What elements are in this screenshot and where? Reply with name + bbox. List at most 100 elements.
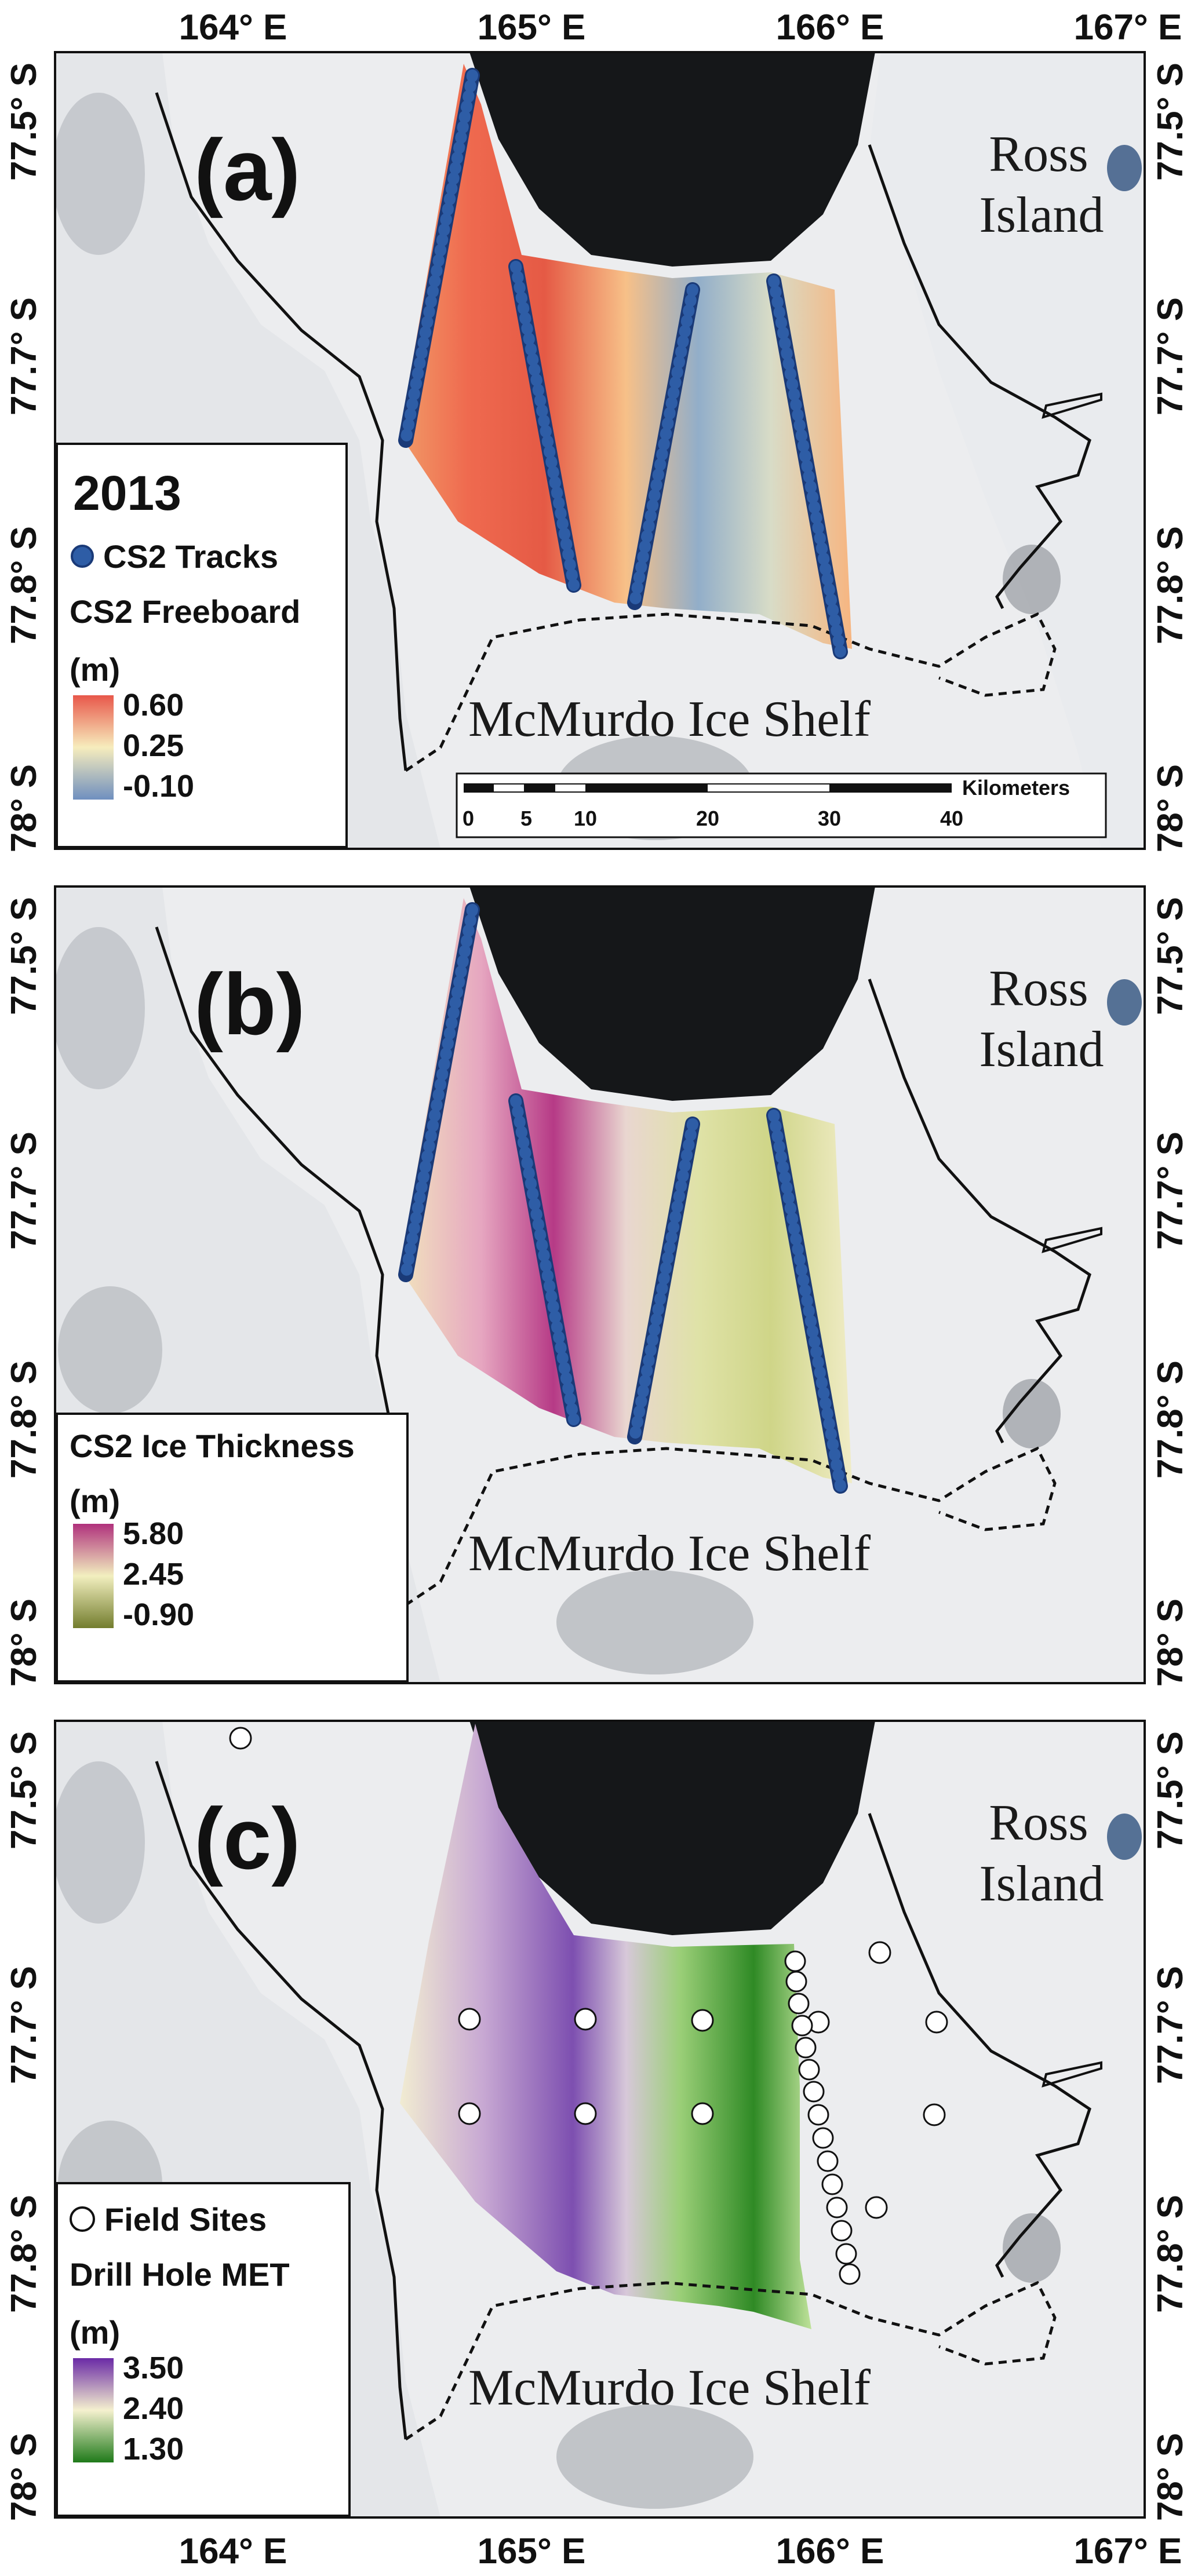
scale-tick-30: 30 xyxy=(818,807,841,830)
bottom-lon-axis: 164° E 165° E 166° E 167° E xyxy=(179,2531,1182,2571)
lat-label-77-8: 77.8° S xyxy=(1150,526,1190,644)
lat-label-77-7: 77.7° S xyxy=(1150,1132,1190,1250)
legend-tick-mid: 2.40 xyxy=(123,2391,184,2426)
place-island: Island xyxy=(979,1856,1104,1912)
field-site xyxy=(812,2127,834,2149)
field-site xyxy=(574,2102,597,2125)
field-site xyxy=(798,2059,820,2081)
panel-label: (a) xyxy=(194,121,300,218)
legend-unit: (m) xyxy=(70,2314,120,2351)
lat-label-78: 78° S xyxy=(1150,1599,1190,1687)
lat-label-78: 78° S xyxy=(4,2433,44,2521)
lon-label-165: 165° E xyxy=(478,2531,586,2571)
lon-label-167: 167° E xyxy=(1074,8,1182,48)
lat-label-77-7: 77.7° S xyxy=(4,1132,44,1250)
legend-tick-mid: 2.45 xyxy=(123,1557,184,1592)
lat-axis-right: 77.5° S 77.7° S 77.8° S 78° S xyxy=(1150,63,1190,852)
open-water xyxy=(469,52,875,267)
lat-label-77-5: 77.5° S xyxy=(1150,1731,1190,1849)
scale-tick-40: 40 xyxy=(940,807,963,830)
lat-label-77-5: 77.5° S xyxy=(1150,63,1190,181)
field-site-symbol xyxy=(70,2206,95,2232)
lat-label-77-5: 77.5° S xyxy=(4,1731,44,1849)
scale-bar: 0 5 10 20 30 40 Kilometers xyxy=(456,772,1107,838)
place-island: Island xyxy=(979,187,1104,243)
field-site xyxy=(835,2243,857,2265)
field-site-points xyxy=(229,1727,948,2285)
panel-label: (b) xyxy=(194,955,305,1053)
lon-label-165: 165° E xyxy=(478,8,586,48)
legend-title: Drill Hole MET xyxy=(70,2256,290,2293)
legend-colorbar xyxy=(73,695,114,800)
thickness-surface xyxy=(400,898,852,1483)
legend-colorbar xyxy=(73,1524,114,1628)
legend-colorbar xyxy=(73,2358,114,2462)
cs2-track-points xyxy=(398,68,848,659)
place-island: Island xyxy=(979,1021,1104,1078)
field-site xyxy=(807,2104,829,2126)
place-mcmurdo: McMurdo Ice Shelf xyxy=(468,691,871,747)
legend-symbol-label: Field Sites xyxy=(104,2201,267,2238)
lat-label-77-8: 77.8° S xyxy=(1150,2195,1190,2313)
field-site xyxy=(458,2008,481,2031)
field-site xyxy=(831,2220,853,2242)
lon-label-164: 164° E xyxy=(179,2531,287,2571)
legend-title: CS2 Ice Thickness xyxy=(70,1428,355,1464)
legend: Field Sites Drill Hole MET (m) 3.50 2.40… xyxy=(56,2182,351,2517)
cs2-track-points xyxy=(398,902,848,1494)
lat-label-77-5: 77.5° S xyxy=(4,897,44,1015)
scale-tick-10: 10 xyxy=(574,807,597,830)
legend-year: 2013 xyxy=(73,466,181,520)
legend-tick-low: -0.90 xyxy=(123,1597,194,1632)
lat-label-77-5: 77.5° S xyxy=(4,63,44,181)
panel-frame xyxy=(54,51,1146,850)
place-ross: Ross xyxy=(989,961,1088,1017)
field-site xyxy=(795,2037,817,2059)
panel-c: 77.5° S 77.7° S 77.8° S 78° S 77.5° S 77… xyxy=(4,1720,1190,2521)
scale-tick-5: 5 xyxy=(520,807,532,830)
field-site xyxy=(865,2196,888,2219)
lat-axis-right: 77.5° S 77.7° S 77.8° S 78° S xyxy=(1150,1731,1190,2521)
legend-unit: (m) xyxy=(70,1483,120,1519)
scale-tick-0: 0 xyxy=(463,807,474,830)
lat-label-78: 78° S xyxy=(1150,764,1190,852)
lat-label-77-8: 77.8° S xyxy=(4,526,44,644)
field-site xyxy=(826,2196,848,2219)
lat-label-77-8: 77.8° S xyxy=(4,2195,44,2313)
legend-symbol-label: CS2 Tracks xyxy=(103,538,278,575)
scale-unit: Kilometers xyxy=(962,776,1070,800)
lat-label-78: 78° S xyxy=(4,1599,44,1687)
field-site xyxy=(785,1971,807,1993)
place-mcmurdo: McMurdo Ice Shelf xyxy=(468,2360,871,2416)
legend: 2013 CS2 Tracks CS2 Freeboard (m) 0.60 0… xyxy=(56,443,348,848)
drill-hole-surface xyxy=(400,1724,811,2329)
lat-label-77-7: 77.7° S xyxy=(4,1966,44,2084)
lat-axis-left: 77.5° S 77.7° S 77.8° S 78° S xyxy=(4,897,44,1687)
field-site xyxy=(817,2150,839,2172)
panel-label: (c) xyxy=(194,1790,300,1887)
field-site xyxy=(691,2102,714,2125)
lat-label-77-5: 77.5° S xyxy=(1150,897,1190,1015)
freeboard-surface xyxy=(400,64,852,649)
place-mcmurdo: McMurdo Ice Shelf xyxy=(468,1526,871,1582)
field-site xyxy=(691,2009,714,2032)
cs2-track-symbol xyxy=(71,545,94,568)
legend: CS2 Ice Thickness (m) 5.80 2.45 -0.90 xyxy=(56,1413,409,1683)
lon-label-167: 167° E xyxy=(1074,2531,1182,2571)
lat-axis-left: 77.5° S 77.7° S 77.8° S 78° S xyxy=(4,1731,44,2521)
field-site xyxy=(229,1727,252,1750)
legend-title: CS2 Freeboard xyxy=(70,593,300,630)
field-site xyxy=(925,2011,948,2034)
field-site xyxy=(574,2008,597,2031)
place-ross: Ross xyxy=(989,126,1088,183)
legend-tick-mid: 0.25 xyxy=(123,728,184,763)
field-site xyxy=(784,1950,806,1972)
lat-label-77-7: 77.7° S xyxy=(1150,297,1190,415)
legend-unit: (m) xyxy=(70,651,120,688)
legend-tick-low: -0.10 xyxy=(123,769,194,804)
field-site xyxy=(803,2081,825,2103)
lat-label-78: 78° S xyxy=(1150,2433,1190,2521)
lat-label-78: 78° S xyxy=(4,764,44,852)
lat-axis-right: 77.5° S 77.7° S 77.8° S 78° S xyxy=(1150,897,1190,1687)
